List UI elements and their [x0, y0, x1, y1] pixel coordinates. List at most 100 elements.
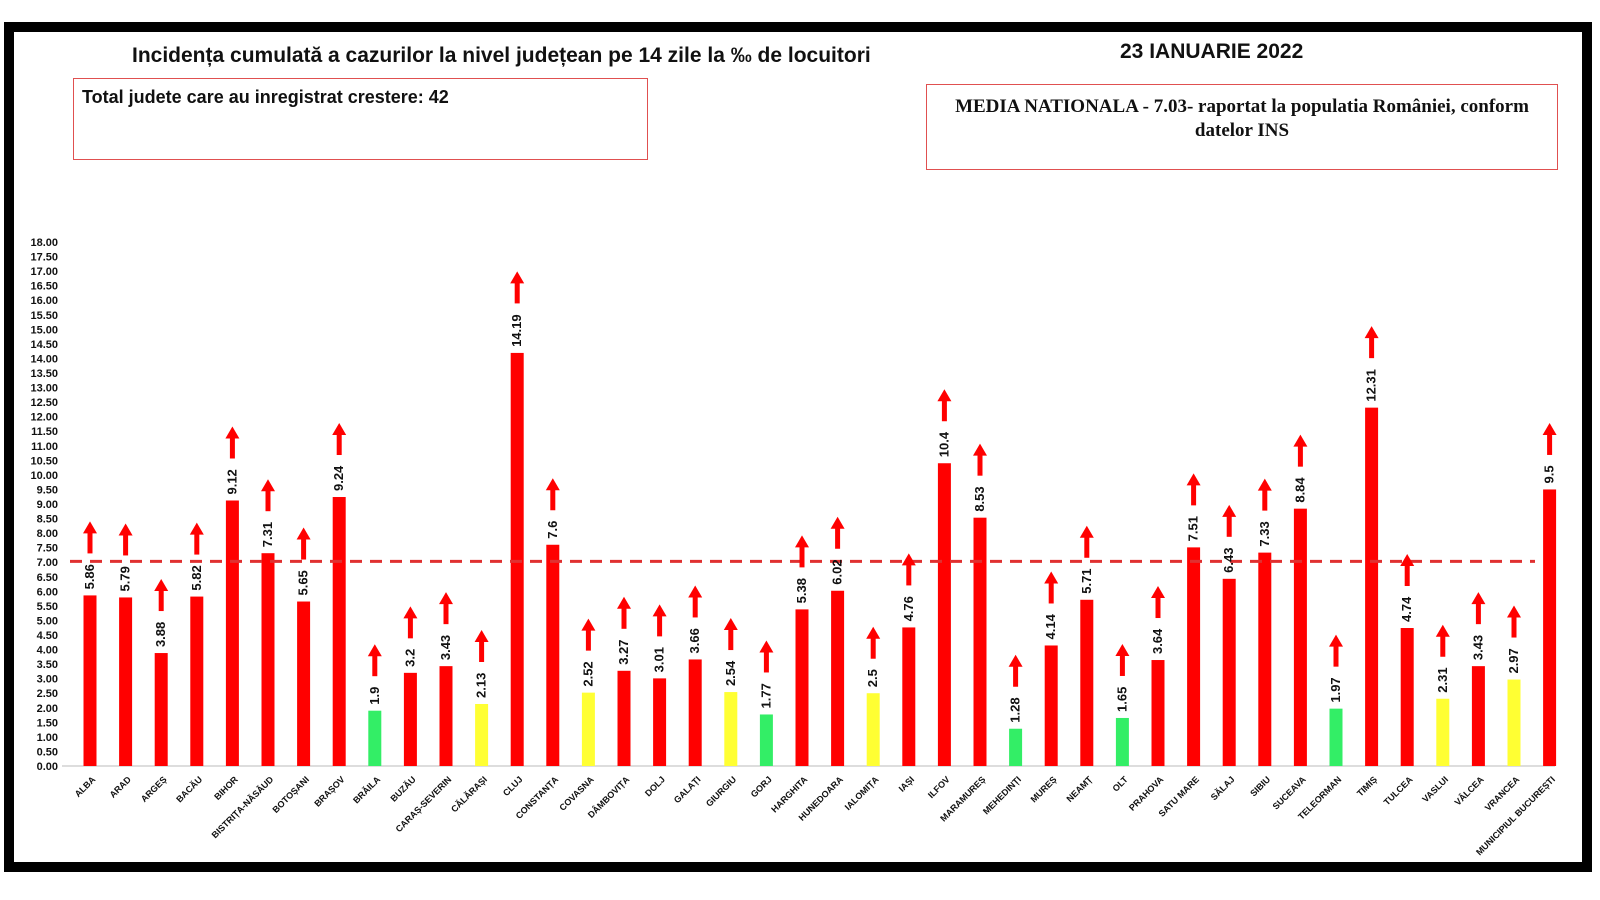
arrow-head	[225, 426, 240, 439]
bar	[1329, 708, 1343, 766]
trend-up-arrow	[1364, 326, 1379, 359]
y-tick-label: 4.00	[37, 645, 58, 657]
trend-up-arrow	[545, 478, 560, 511]
value-label: 3.27	[616, 639, 631, 664]
bar	[1507, 679, 1521, 766]
arrow-shaft	[479, 639, 485, 662]
x-category-label: ARAD	[108, 774, 134, 800]
value-label: 4.76	[901, 596, 916, 621]
y-tick-label: 16.00	[30, 295, 58, 307]
arrow-head	[1044, 571, 1059, 584]
bar	[119, 597, 133, 766]
x-category-label: GORJ	[749, 774, 774, 799]
arrow-shaft	[158, 589, 164, 612]
trend-up-arrow	[1542, 422, 1557, 455]
arrow-shaft	[621, 606, 627, 629]
y-tick-label: 11.50	[31, 426, 58, 438]
y-tick-label: 3.00	[37, 674, 58, 686]
x-category-label: NEAMȚ	[1065, 774, 1095, 804]
arrow-head	[688, 585, 703, 598]
x-category-label: BIHOR	[212, 774, 240, 802]
value-label: 5.82	[189, 565, 204, 590]
arrow-head	[1364, 326, 1379, 339]
trend-up-arrow	[581, 618, 596, 651]
x-category-label: IAȘI	[897, 774, 916, 793]
arrow-shaft	[550, 488, 556, 511]
bar	[439, 666, 453, 766]
y-tick-label: 15.00	[30, 324, 58, 336]
x-category-label: ILFOV	[926, 774, 952, 800]
value-label: 2.5	[865, 669, 880, 687]
trend-up-arrow	[118, 523, 133, 556]
bar	[1151, 660, 1165, 766]
arrow-head	[1542, 422, 1557, 435]
x-category-label: GIURGIU	[704, 774, 738, 808]
bar	[937, 463, 951, 766]
arrow-shaft	[1119, 653, 1125, 676]
bar	[368, 710, 382, 766]
arrow-head	[652, 604, 667, 617]
arrow-head	[474, 629, 489, 642]
y-tick-label: 18.00	[30, 237, 58, 249]
x-category-label: SUCEAVA	[1271, 774, 1309, 812]
arrow-shaft	[799, 545, 805, 568]
x-category-label: GALAȚI	[672, 774, 703, 805]
value-label: 3.01	[652, 647, 667, 672]
value-label: 1.65	[1114, 687, 1129, 712]
value-label: 9.24	[331, 465, 346, 491]
arrow-head	[545, 478, 560, 491]
bar	[1187, 547, 1201, 766]
y-tick-label: 1.00	[37, 732, 58, 744]
arrow-head	[367, 644, 382, 657]
value-label: 9.12	[224, 469, 239, 494]
arrow-head	[1222, 504, 1237, 517]
arrow-shaft	[372, 654, 378, 677]
bar	[83, 595, 97, 766]
trend-arrows	[83, 271, 1557, 687]
x-category-label: DOLJ	[643, 774, 667, 798]
y-tick-label: 3.50	[37, 659, 58, 671]
bar	[510, 352, 524, 766]
trend-up-arrow	[1329, 634, 1343, 667]
bar	[475, 703, 489, 766]
trend-up-arrow	[225, 426, 240, 459]
arrow-head	[1186, 473, 1201, 486]
bars	[83, 352, 1557, 766]
x-category-label: BISTRIȚA-NĂSĂUD	[210, 774, 276, 840]
arrow-shaft	[692, 595, 698, 618]
bar	[1471, 666, 1485, 766]
x-category-label: BRAȘOV	[312, 774, 346, 808]
arrow-shaft	[906, 563, 912, 586]
arrow-head	[759, 640, 774, 653]
trend-up-arrow	[1151, 586, 1165, 619]
bar	[190, 596, 204, 766]
y-tick-label: 16.50	[30, 281, 58, 293]
x-category-label: ALBA	[73, 774, 98, 799]
bar	[1258, 552, 1272, 766]
value-label: 3.2	[402, 649, 417, 667]
value-label: 4.14	[1043, 613, 1058, 639]
y-tick-label: 2.50	[37, 688, 58, 700]
value-label: 7.31	[260, 522, 275, 547]
trend-up-arrow	[1079, 525, 1094, 558]
trend-up-arrow	[830, 516, 845, 549]
bar	[831, 590, 845, 766]
arrow-shaft	[941, 399, 947, 422]
arrow-shaft	[1013, 664, 1019, 687]
y-tick-label: 2.00	[37, 703, 58, 715]
x-category-label: MUREȘ	[1029, 774, 1059, 804]
bar	[1293, 508, 1307, 766]
value-label: 4.74	[1399, 596, 1414, 622]
trend-up-arrow	[617, 596, 631, 629]
value-label: 8.53	[972, 486, 987, 511]
bar	[546, 544, 560, 766]
trend-up-arrow	[83, 521, 97, 554]
bar	[1400, 628, 1414, 766]
trend-up-arrow	[403, 606, 418, 639]
arrow-shaft	[514, 281, 520, 304]
value-label: 3.43	[438, 635, 453, 660]
trend-up-arrow	[510, 271, 525, 304]
arrow-head	[403, 606, 418, 619]
y-tick-label: 4.50	[37, 630, 58, 642]
x-category-label: BOTOȘANI	[270, 774, 311, 815]
